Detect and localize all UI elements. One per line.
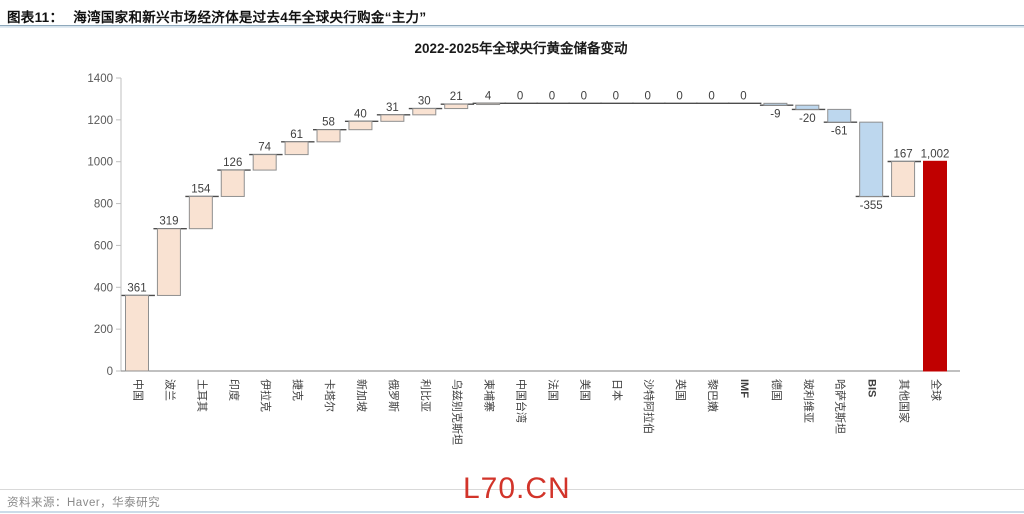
value-label: 1,002 xyxy=(921,148,950,160)
value-label: 0 xyxy=(740,90,746,102)
watermark: L70.CN xyxy=(463,472,571,505)
bar-伊拉克 xyxy=(252,154,277,171)
figure-title: 海湾国家和新兴市场经济体是过去4年全球央行购金“主力” xyxy=(73,10,427,25)
category-label: 玻利维亚 xyxy=(802,379,815,423)
value-label: 154 xyxy=(191,183,211,195)
category-label: 沙特阿拉伯 xyxy=(642,379,656,434)
y-axis-label: 600 xyxy=(94,240,113,252)
category-label: 柬埔寨 xyxy=(483,379,497,412)
figure-header: 图表11： 海湾国家和新兴市场经济体是过去4年全球央行购金“主力” xyxy=(7,6,1017,26)
y-axis-label: 400 xyxy=(94,282,113,294)
value-label: 0 xyxy=(645,90,651,102)
category-label: 土耳其 xyxy=(195,379,208,412)
bar-印度 xyxy=(220,169,245,197)
bar-玻利维亚 xyxy=(795,104,820,110)
bar-total-全球 xyxy=(923,160,947,372)
source-note: 资料来源：Haver，华泰研究 xyxy=(7,497,161,509)
y-axis-label: 1400 xyxy=(87,73,113,85)
bar-波兰 xyxy=(156,228,181,296)
value-label: 61 xyxy=(290,129,303,141)
category-label: 俄罗斯 xyxy=(387,379,400,412)
bar-俄罗斯 xyxy=(380,114,405,122)
bar-哈萨克斯坦 xyxy=(827,108,852,123)
bar-德国 xyxy=(763,102,788,106)
value-label: -355 xyxy=(860,200,883,212)
category-label: 波兰 xyxy=(163,379,176,401)
category-label: 美国 xyxy=(578,379,591,401)
bar-捷克 xyxy=(284,141,309,156)
value-label: 0 xyxy=(517,90,523,102)
bar-其他国家 xyxy=(891,161,916,197)
value-label: -9 xyxy=(770,109,780,121)
bar-乌兹别克斯坦 xyxy=(444,103,469,110)
value-label: 74 xyxy=(258,142,271,154)
y-axis-label: 800 xyxy=(94,199,113,211)
category-label: 中国 xyxy=(132,379,145,401)
bar-柬埔寨 xyxy=(476,102,501,106)
value-label: 58 xyxy=(322,117,335,129)
bar-土耳其 xyxy=(188,195,213,230)
category-label: 伊拉克 xyxy=(259,379,273,412)
bar-BIS xyxy=(859,121,884,197)
category-label: 全球 xyxy=(930,379,944,401)
value-label: 4 xyxy=(485,90,492,102)
value-label: 126 xyxy=(223,157,242,169)
value-label: 21 xyxy=(450,91,463,103)
value-label: 167 xyxy=(893,149,912,161)
category-label: 中国台湾 xyxy=(515,379,529,423)
value-label: 0 xyxy=(676,90,682,102)
category-label: 英国 xyxy=(674,379,688,401)
value-label: 30 xyxy=(418,96,431,108)
header-divider xyxy=(0,25,1024,28)
bottom-border xyxy=(0,511,1024,513)
category-label: 新加坡 xyxy=(355,379,369,412)
value-label: 0 xyxy=(549,90,555,102)
category-label: 法国 xyxy=(546,379,560,401)
y-axis-label: 200 xyxy=(94,324,113,336)
bar-新加坡 xyxy=(348,120,373,131)
bar-卡塔尔 xyxy=(316,129,341,143)
y-axis-label: 1000 xyxy=(87,157,113,169)
category-label: 利比亚 xyxy=(419,379,432,412)
figure-number: 图表11： xyxy=(7,10,64,25)
value-label: 0 xyxy=(581,90,587,102)
category-label: 卡塔尔 xyxy=(323,379,336,412)
value-label: 0 xyxy=(613,90,619,102)
bar-利比亚 xyxy=(412,108,437,116)
category-label: BIS xyxy=(866,379,878,397)
chart-title: 2022-2025年全球央行黄金储备变动 xyxy=(414,40,628,56)
category-label: IMF xyxy=(738,379,750,398)
category-label: 哈萨克斯坦 xyxy=(834,379,848,434)
value-label: 361 xyxy=(127,282,146,294)
value-label: 0 xyxy=(708,90,714,102)
value-label: 319 xyxy=(159,216,178,228)
y-axis-label: 0 xyxy=(107,366,113,378)
category-label: 黎巴嫩 xyxy=(706,379,720,412)
category-label: 德国 xyxy=(770,379,784,401)
y-axis-label: 1200 xyxy=(87,115,113,127)
value-label: -20 xyxy=(799,113,816,125)
category-label: 印度 xyxy=(227,379,241,401)
category-label: 乌兹别克斯坦 xyxy=(451,379,465,445)
category-label: 日本 xyxy=(610,379,624,401)
value-label: -61 xyxy=(831,126,848,138)
value-label: 40 xyxy=(354,108,367,120)
category-label: 其他国家 xyxy=(898,379,912,423)
waterfall-chart: 2022-2025年全球央行黄金储备变动 0 200 400 600 800 1000 120… xyxy=(87,40,960,445)
category-label: 捷克 xyxy=(291,379,305,401)
footer-divider xyxy=(0,489,1024,490)
chart-svg: 2022-2025年全球央行黄金储备变动02004006008001000120… xyxy=(87,40,960,445)
value-label: 31 xyxy=(386,102,399,114)
bar-中国 xyxy=(125,294,149,372)
